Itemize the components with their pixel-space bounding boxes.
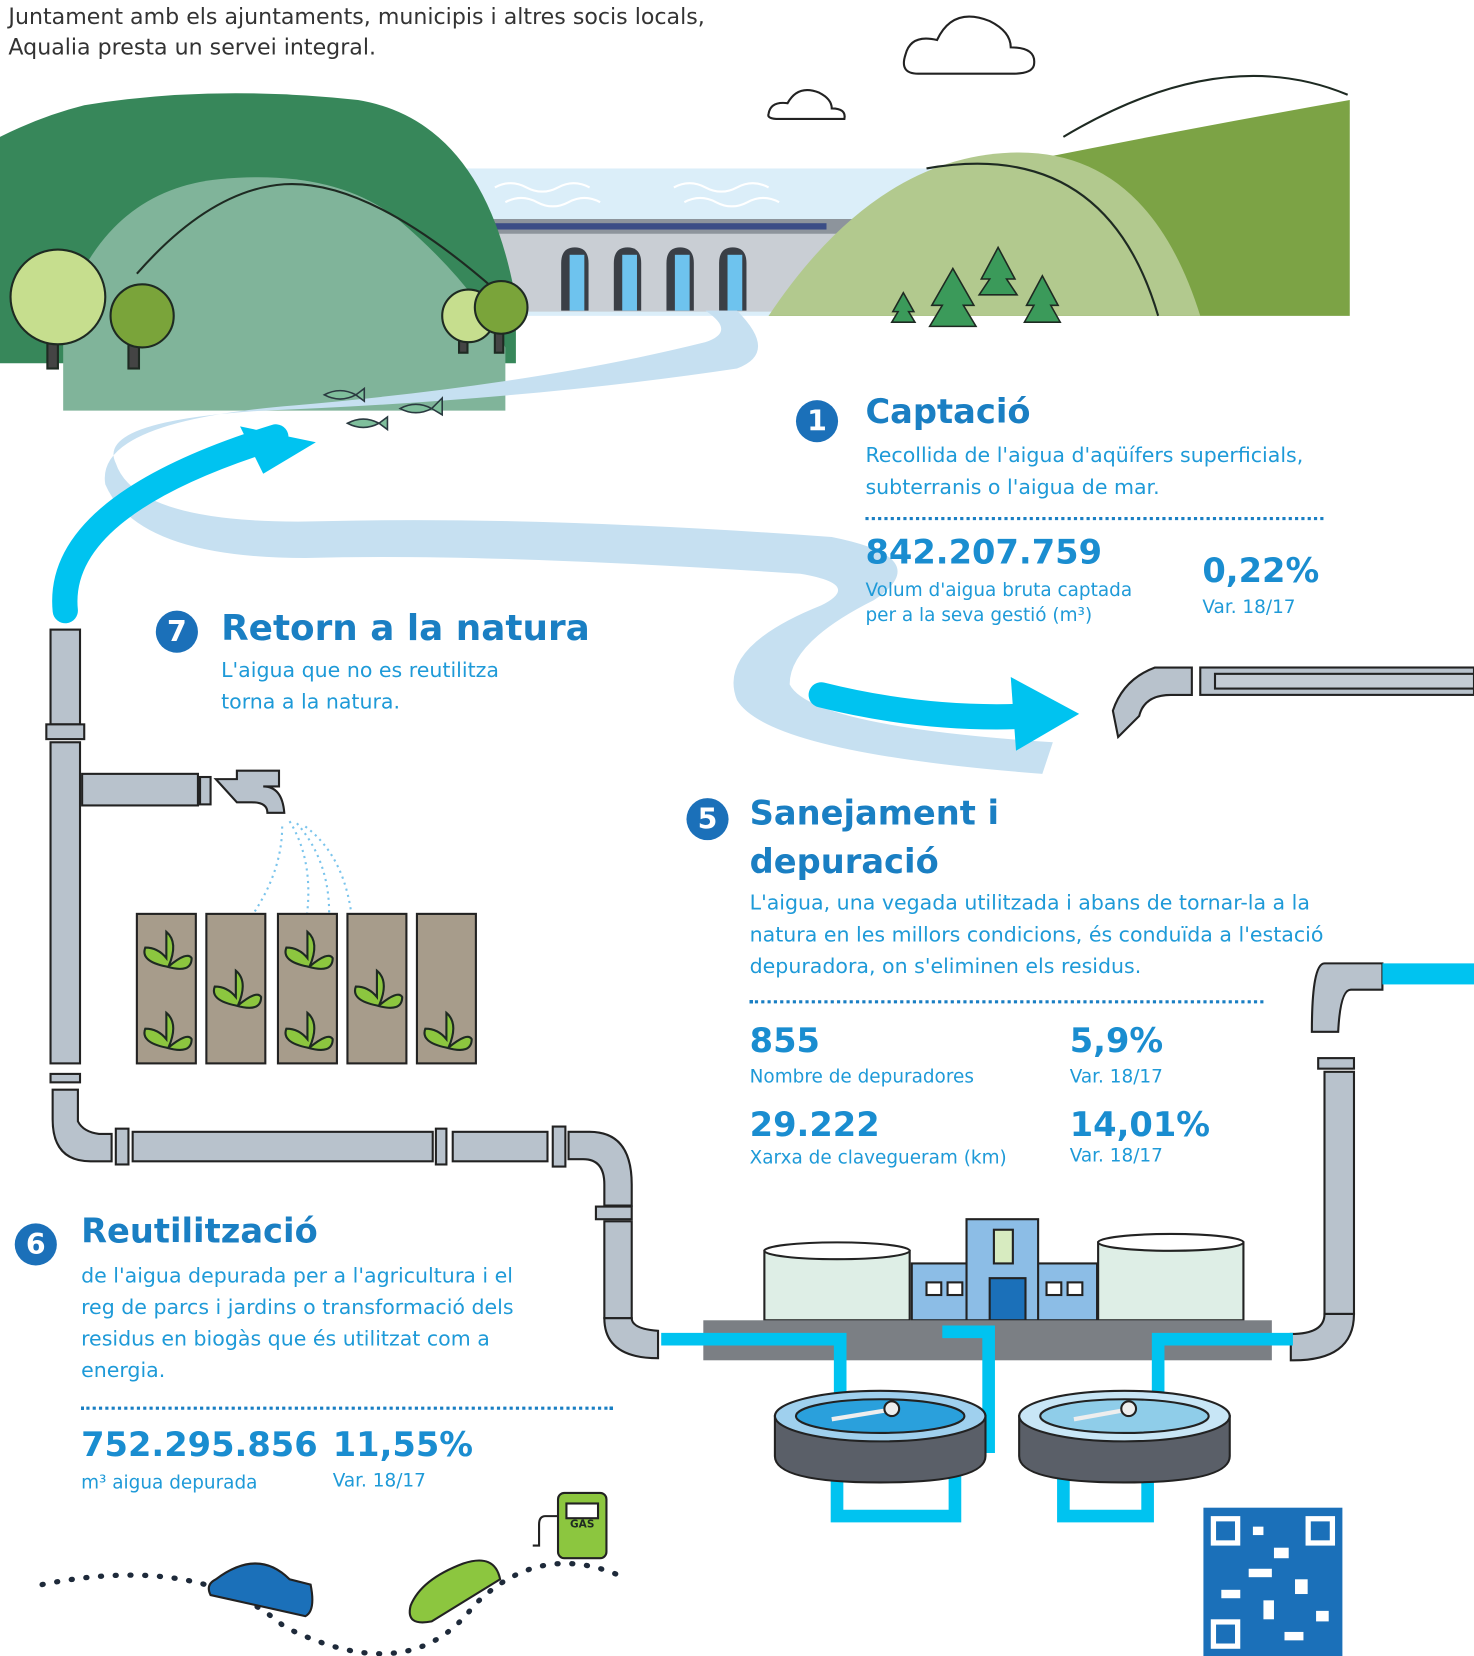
step-text: L'aigua que no es reutilitza torna a la … (221, 655, 526, 718)
stat-value: 5,9% (1070, 1021, 1163, 1059)
stat-value: 855 (750, 1021, 820, 1059)
stat-value: 14,01% (1070, 1106, 1210, 1144)
stat-label: Var. 18/17 (333, 1469, 426, 1494)
step-text: Recollida de l'aigua d'aqüífers superfic… (865, 440, 1318, 503)
step-title: Sanejament i depuració (750, 789, 1024, 886)
step-title: Retorn a la natura (221, 604, 590, 652)
gas-label: GAS (566, 1519, 598, 1531)
divider (750, 1000, 1264, 1003)
page: Juntament amb els ajuntaments, municipis… (0, 0, 1474, 1656)
step-text: L'aigua, una vegada utilitzada i abans d… (750, 888, 1329, 983)
intro-text: Juntament amb els ajuntaments, municipis… (8, 2, 734, 63)
step-number: 1 (796, 400, 838, 442)
step-title: Reutilització (81, 1207, 318, 1255)
stat-label: Nombre de depuradores (750, 1064, 974, 1089)
stat-label: m³ aigua depurada (81, 1471, 257, 1496)
stat-label: Var. 18/17 (1070, 1143, 1163, 1168)
infographic: Juntament amb els ajuntaments, municipis… (0, 0, 1474, 1656)
stat-value: 842.207.759 (865, 533, 1102, 571)
step-title: Captació (865, 387, 1030, 435)
stat-label: Volum d'aigua bruta captada per a la sev… (865, 578, 1149, 629)
divider (865, 517, 1323, 520)
stat-label: Xarxa de clavegueram (km) (750, 1146, 1007, 1171)
stat-value: 29.222 (750, 1106, 880, 1144)
step-number: 5 (686, 798, 728, 840)
step-text: de l'aigua depurada per a l'agricultura … (81, 1260, 523, 1386)
stat-label: Var. 18/17 (1070, 1064, 1163, 1089)
stat-value: 0,22% (1202, 552, 1319, 590)
stat-value: 752.295.856 (81, 1426, 318, 1464)
divider (81, 1407, 613, 1410)
stat-value: 11,55% (333, 1426, 473, 1464)
step-number: 6 (15, 1223, 57, 1265)
stat-label: Var. 18/17 (1202, 595, 1295, 620)
step-number: 7 (156, 611, 198, 653)
